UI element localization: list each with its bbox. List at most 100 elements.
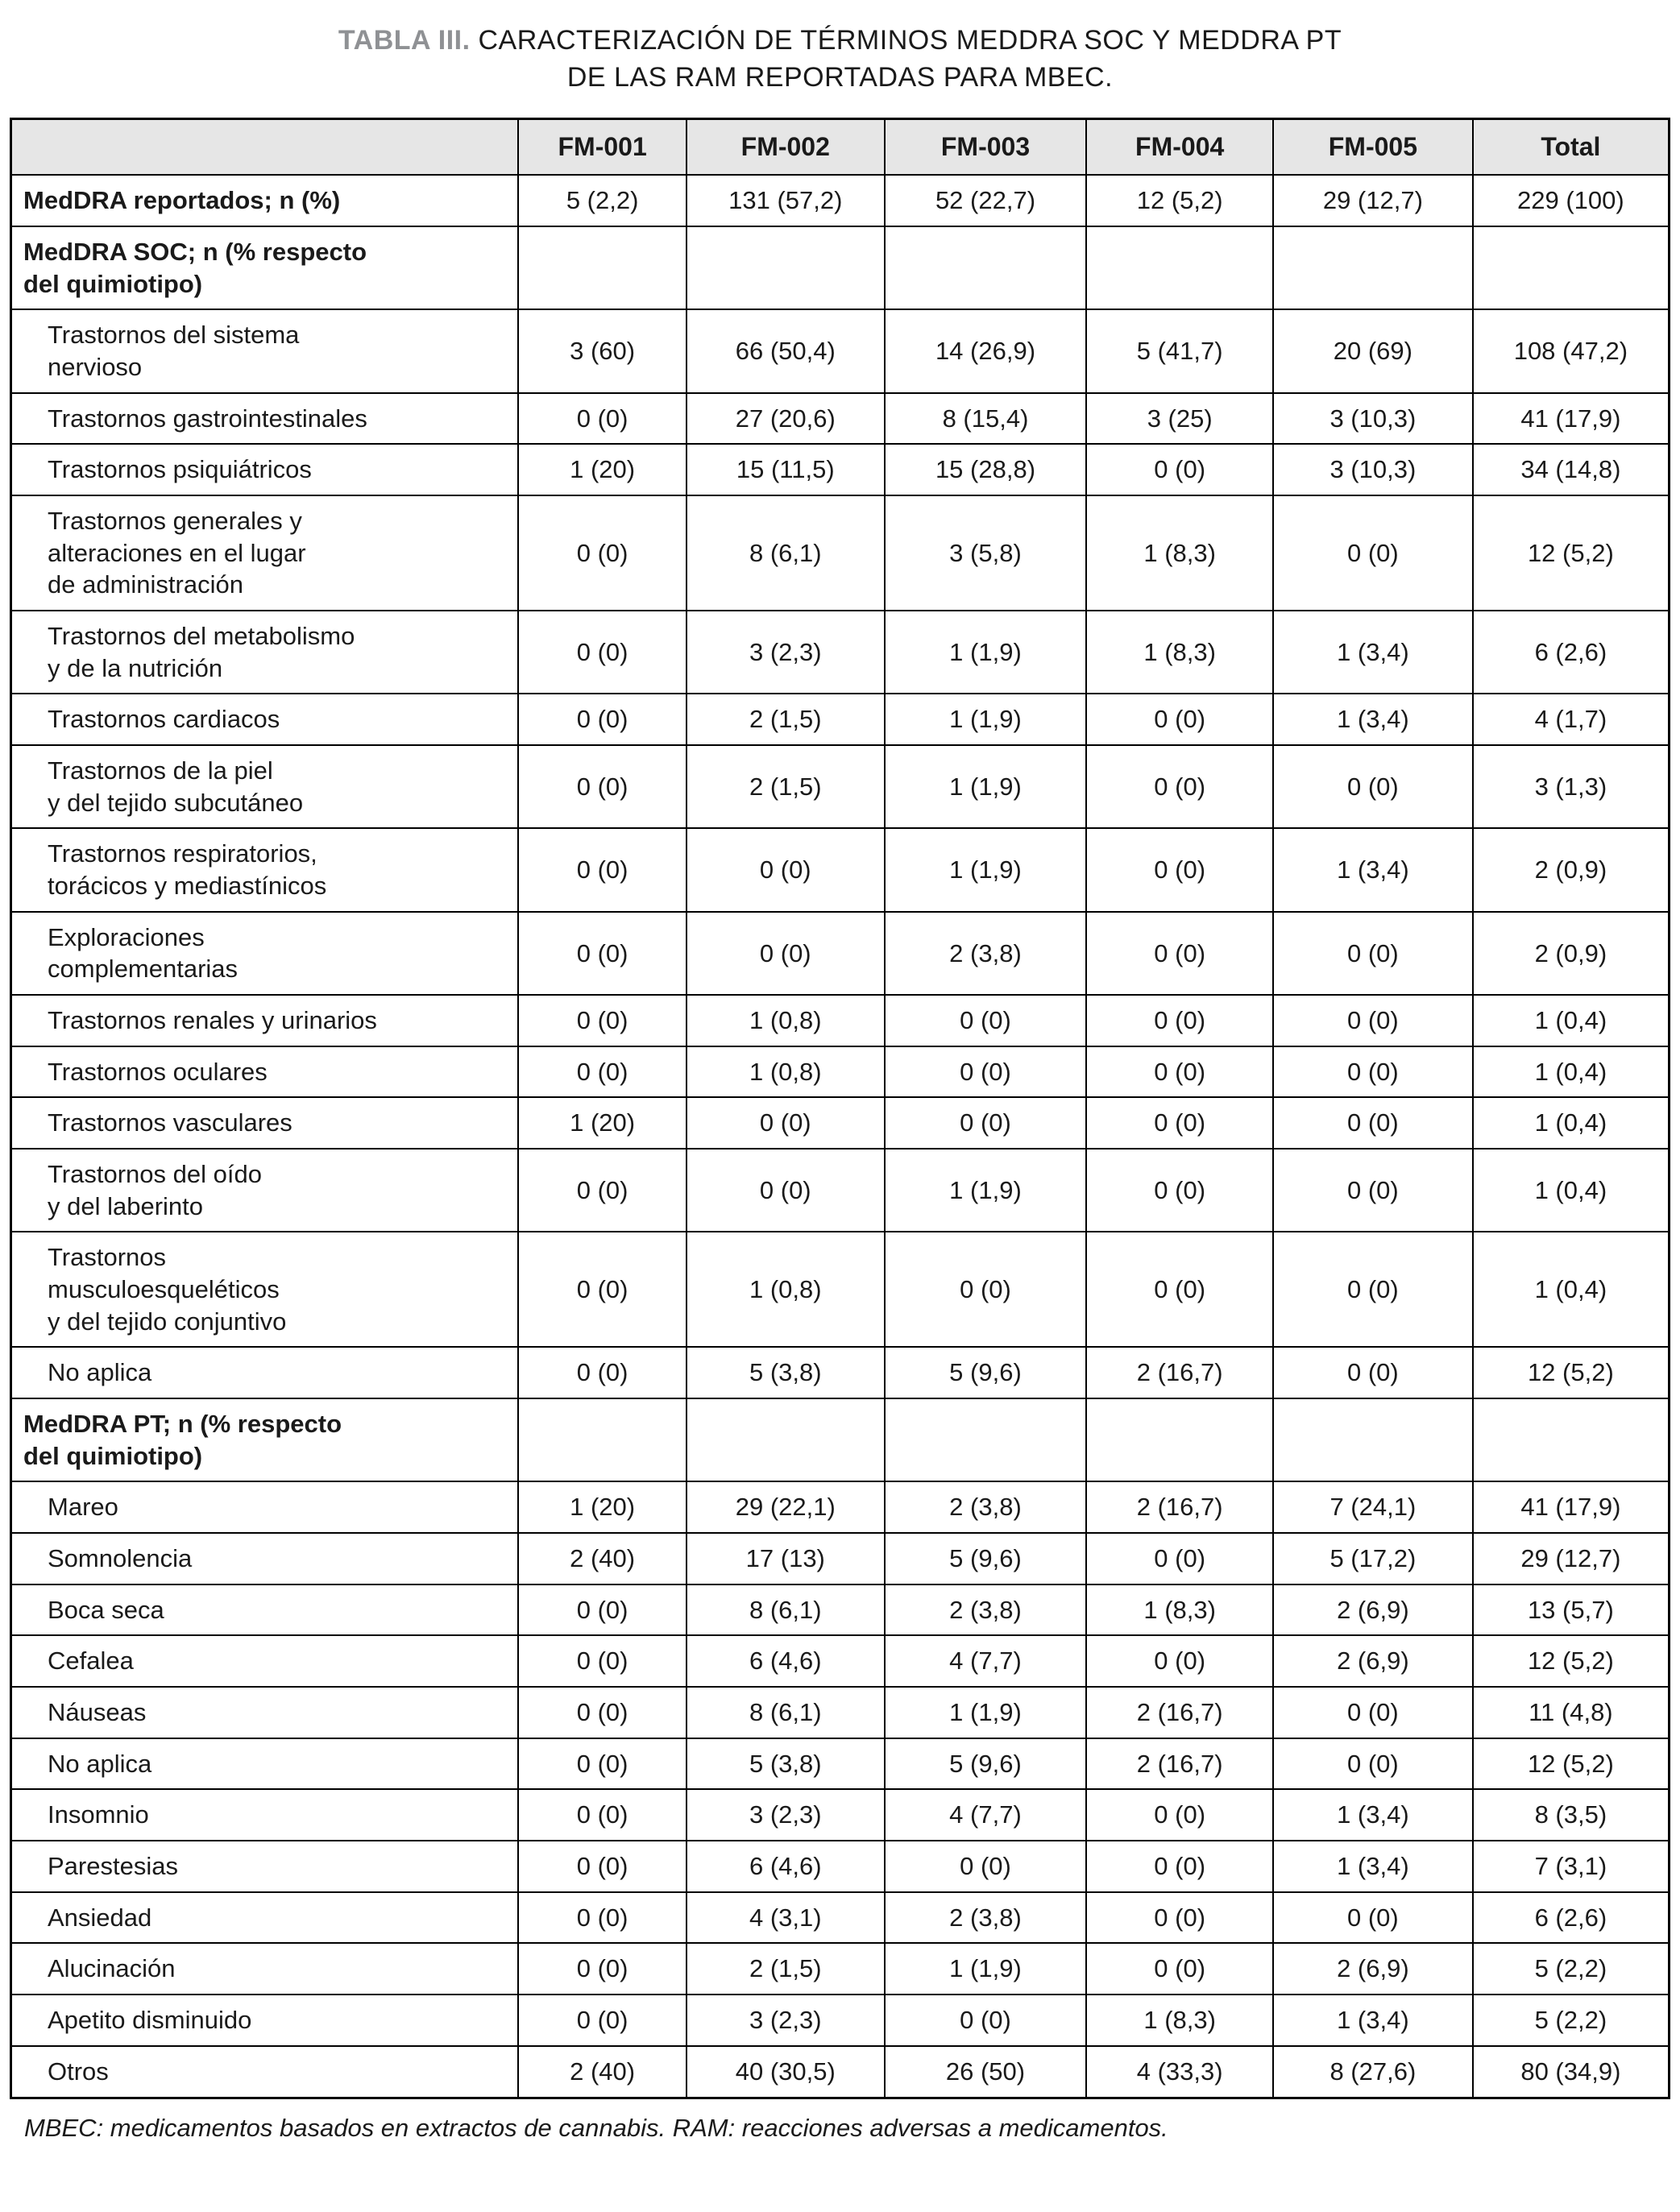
cell-value: 1 (1,9): [883, 744, 1088, 830]
table-row: Trastornos oculares 0 (0) 1 (0,8) 0 (0) 0 (0…: [10, 1045, 1670, 1099]
row-label: No aplica: [10, 1737, 520, 1791]
column-header-empty: [10, 118, 520, 176]
cell-value: 6 (4,6): [685, 1840, 886, 1893]
cell-value: 0 (0): [1085, 910, 1275, 996]
cell-value: 0 (0): [517, 1994, 687, 2047]
cell-value: 0 (0): [1085, 827, 1275, 913]
cell-value: 27 (20,6): [685, 391, 886, 445]
cell-value: 0 (0): [883, 1231, 1088, 1348]
column-header-fm005: FM-005: [1272, 118, 1474, 176]
cell-value: 3 (2,3): [685, 1994, 886, 2047]
cell-value: 6 (4,6): [685, 1634, 886, 1688]
page: TABLA III. CARACTERIZACIÓN DE TÉRMINOS M…: [10, 25, 1670, 2142]
cell-value: 2 (0,9): [1471, 910, 1670, 996]
column-header-fm001: FM-001: [517, 118, 687, 176]
cell-value: [1272, 1398, 1474, 1483]
cell-value: 0 (0): [1272, 910, 1474, 996]
cell-value: 0 (0): [1085, 1942, 1275, 1996]
row-label: Insomnio: [10, 1788, 520, 1842]
cell-value: 0 (0): [1085, 1231, 1275, 1348]
cell-value: 1 (20): [517, 1096, 687, 1150]
table-row: Trastornos vasculares 1 (20) 0 (0) 0 (0) 0 (…: [10, 1096, 1670, 1150]
cell-value: 4 (1,7): [1471, 693, 1670, 747]
cell-value: 4 (33,3): [1085, 2044, 1275, 2099]
cell-value: 1 (8,3): [1085, 1994, 1275, 2047]
cell-value: 5 (2,2): [1471, 1994, 1670, 2047]
cell-value: 3 (60): [517, 309, 687, 394]
table-row: Apetito disminuido 0 (0) 3 (2,3) 0 (0) 1 (8,…: [10, 1994, 1670, 2047]
column-header-fm002: FM-002: [685, 118, 886, 176]
cell-value: 0 (0): [1085, 1891, 1275, 1945]
cell-value: 2 (16,7): [1085, 1686, 1275, 1739]
row-label: Trastornos renales y urinarios: [10, 994, 520, 1047]
cell-value: 1 (0,4): [1471, 1045, 1670, 1099]
table-row: Mareo 1 (20) 29 (22,1) 2 (3,8) 2 (16,7) 7 (24…: [10, 1481, 1670, 1535]
cell-value: 0 (0): [883, 1045, 1088, 1099]
header-row: FM-001 FM-002 FM-003 FM-004 FM-005 Total: [10, 118, 1670, 176]
cell-value: 0 (0): [517, 1583, 687, 1637]
cell-value: 11 (4,8): [1471, 1686, 1670, 1739]
cell-value: 2 (40): [517, 1532, 687, 1585]
cell-value: 3 (5,8): [883, 494, 1088, 612]
table-row: Trastornos cardiacos 0 (0) 2 (1,5) 1 (1,9) 0…: [10, 693, 1670, 747]
table-row: Parestesias 0 (0) 6 (4,6) 0 (0) 0 (0) 1 (3,4)…: [10, 1840, 1670, 1893]
table-row: MedDRA SOC; n (% respecto del quimiotipo…: [10, 225, 1670, 311]
cell-value: 8 (6,1): [685, 1686, 886, 1739]
footnote: MBEC: medicamentos basados en extractos …: [24, 2113, 1168, 2142]
cell-value: 1 (1,9): [883, 1686, 1088, 1739]
cell-value: 13 (5,7): [1471, 1583, 1670, 1637]
cell-value: 1 (20): [517, 1481, 687, 1535]
cell-value: 1 (1,9): [883, 609, 1088, 695]
cell-value: 0 (0): [517, 1634, 687, 1688]
cell-value: 5 (3,8): [685, 1737, 886, 1791]
cell-value: 1 (0,4): [1471, 994, 1670, 1047]
row-label: Trastornos musculoesqueléticos y del tej…: [10, 1231, 520, 1348]
cell-value: 0 (0): [517, 910, 687, 996]
cell-value: 8 (6,1): [685, 494, 886, 612]
cell-value: 0 (0): [517, 1045, 687, 1099]
cell-value: 5 (41,7): [1085, 309, 1275, 394]
row-label: Trastornos respiratorios, torácicos y me…: [10, 827, 520, 913]
cell-value: 5 (2,2): [517, 174, 687, 227]
cell-value: 2 (0,9): [1471, 827, 1670, 913]
cell-value: 0 (0): [1085, 1634, 1275, 1688]
cell-value: 5 (9,6): [883, 1346, 1088, 1400]
cell-value: 2 (16,7): [1085, 1737, 1275, 1791]
table-row: Trastornos respiratorios, torácicos y me…: [10, 827, 1670, 913]
cell-value: 4 (7,7): [883, 1634, 1088, 1688]
cell-value: 29 (22,1): [685, 1481, 886, 1535]
cell-value: 3 (25): [1085, 391, 1275, 445]
cell-value: 0 (0): [517, 1891, 687, 1945]
cell-value: 6 (2,6): [1471, 609, 1670, 695]
table-title-line2: DE LAS RAM REPORTADAS PARA MBEC.: [566, 61, 1114, 93]
cell-value: 6 (2,6): [1471, 1891, 1670, 1945]
table-title-label: TABLA III.: [338, 25, 471, 56]
table-row: Ansiedad 0 (0) 4 (3,1) 2 (3,8) 0 (0) 0 (0) 6 (…: [10, 1891, 1670, 1945]
row-label: No aplica: [10, 1346, 520, 1400]
cell-value: 5 (9,6): [883, 1737, 1088, 1791]
table-row: Trastornos generales y alteraciones en e…: [10, 494, 1670, 612]
table-row: Trastornos de la piel y del tejido subcu…: [10, 744, 1670, 830]
cell-value: [517, 225, 687, 311]
cell-value: 0 (0): [1085, 1148, 1275, 1233]
cell-value: 0 (0): [1272, 1148, 1474, 1233]
row-label: MedDRA SOC; n (% respecto del quimiotipo…: [10, 225, 520, 311]
cell-value: 1 (3,4): [1272, 1840, 1474, 1893]
cell-value: 0 (0): [1085, 1840, 1275, 1893]
cell-value: 2 (3,8): [883, 910, 1088, 996]
cell-value: 0 (0): [685, 1096, 886, 1150]
cell-value: 2 (3,8): [883, 1891, 1088, 1945]
table-row: Somnolencia 2 (40) 17 (13) 5 (9,6) 0 (0) 5 (1…: [10, 1532, 1670, 1585]
cell-value: 0 (0): [685, 1148, 886, 1233]
cell-value: 0 (0): [1085, 1532, 1275, 1585]
cell-value: 4 (3,1): [685, 1891, 886, 1945]
cell-value: 12 (5,2): [1471, 494, 1670, 612]
cell-value: 0 (0): [1272, 1045, 1474, 1099]
cell-value: 1 (3,4): [1272, 609, 1474, 695]
cell-value: 1 (3,4): [1272, 1994, 1474, 2047]
row-label: Exploraciones complementarias: [10, 910, 520, 996]
cell-value: 2 (3,8): [883, 1583, 1088, 1637]
cell-value: 0 (0): [1272, 1737, 1474, 1791]
row-label: Otros: [10, 2044, 520, 2099]
cell-value: 12 (5,2): [1471, 1634, 1670, 1688]
